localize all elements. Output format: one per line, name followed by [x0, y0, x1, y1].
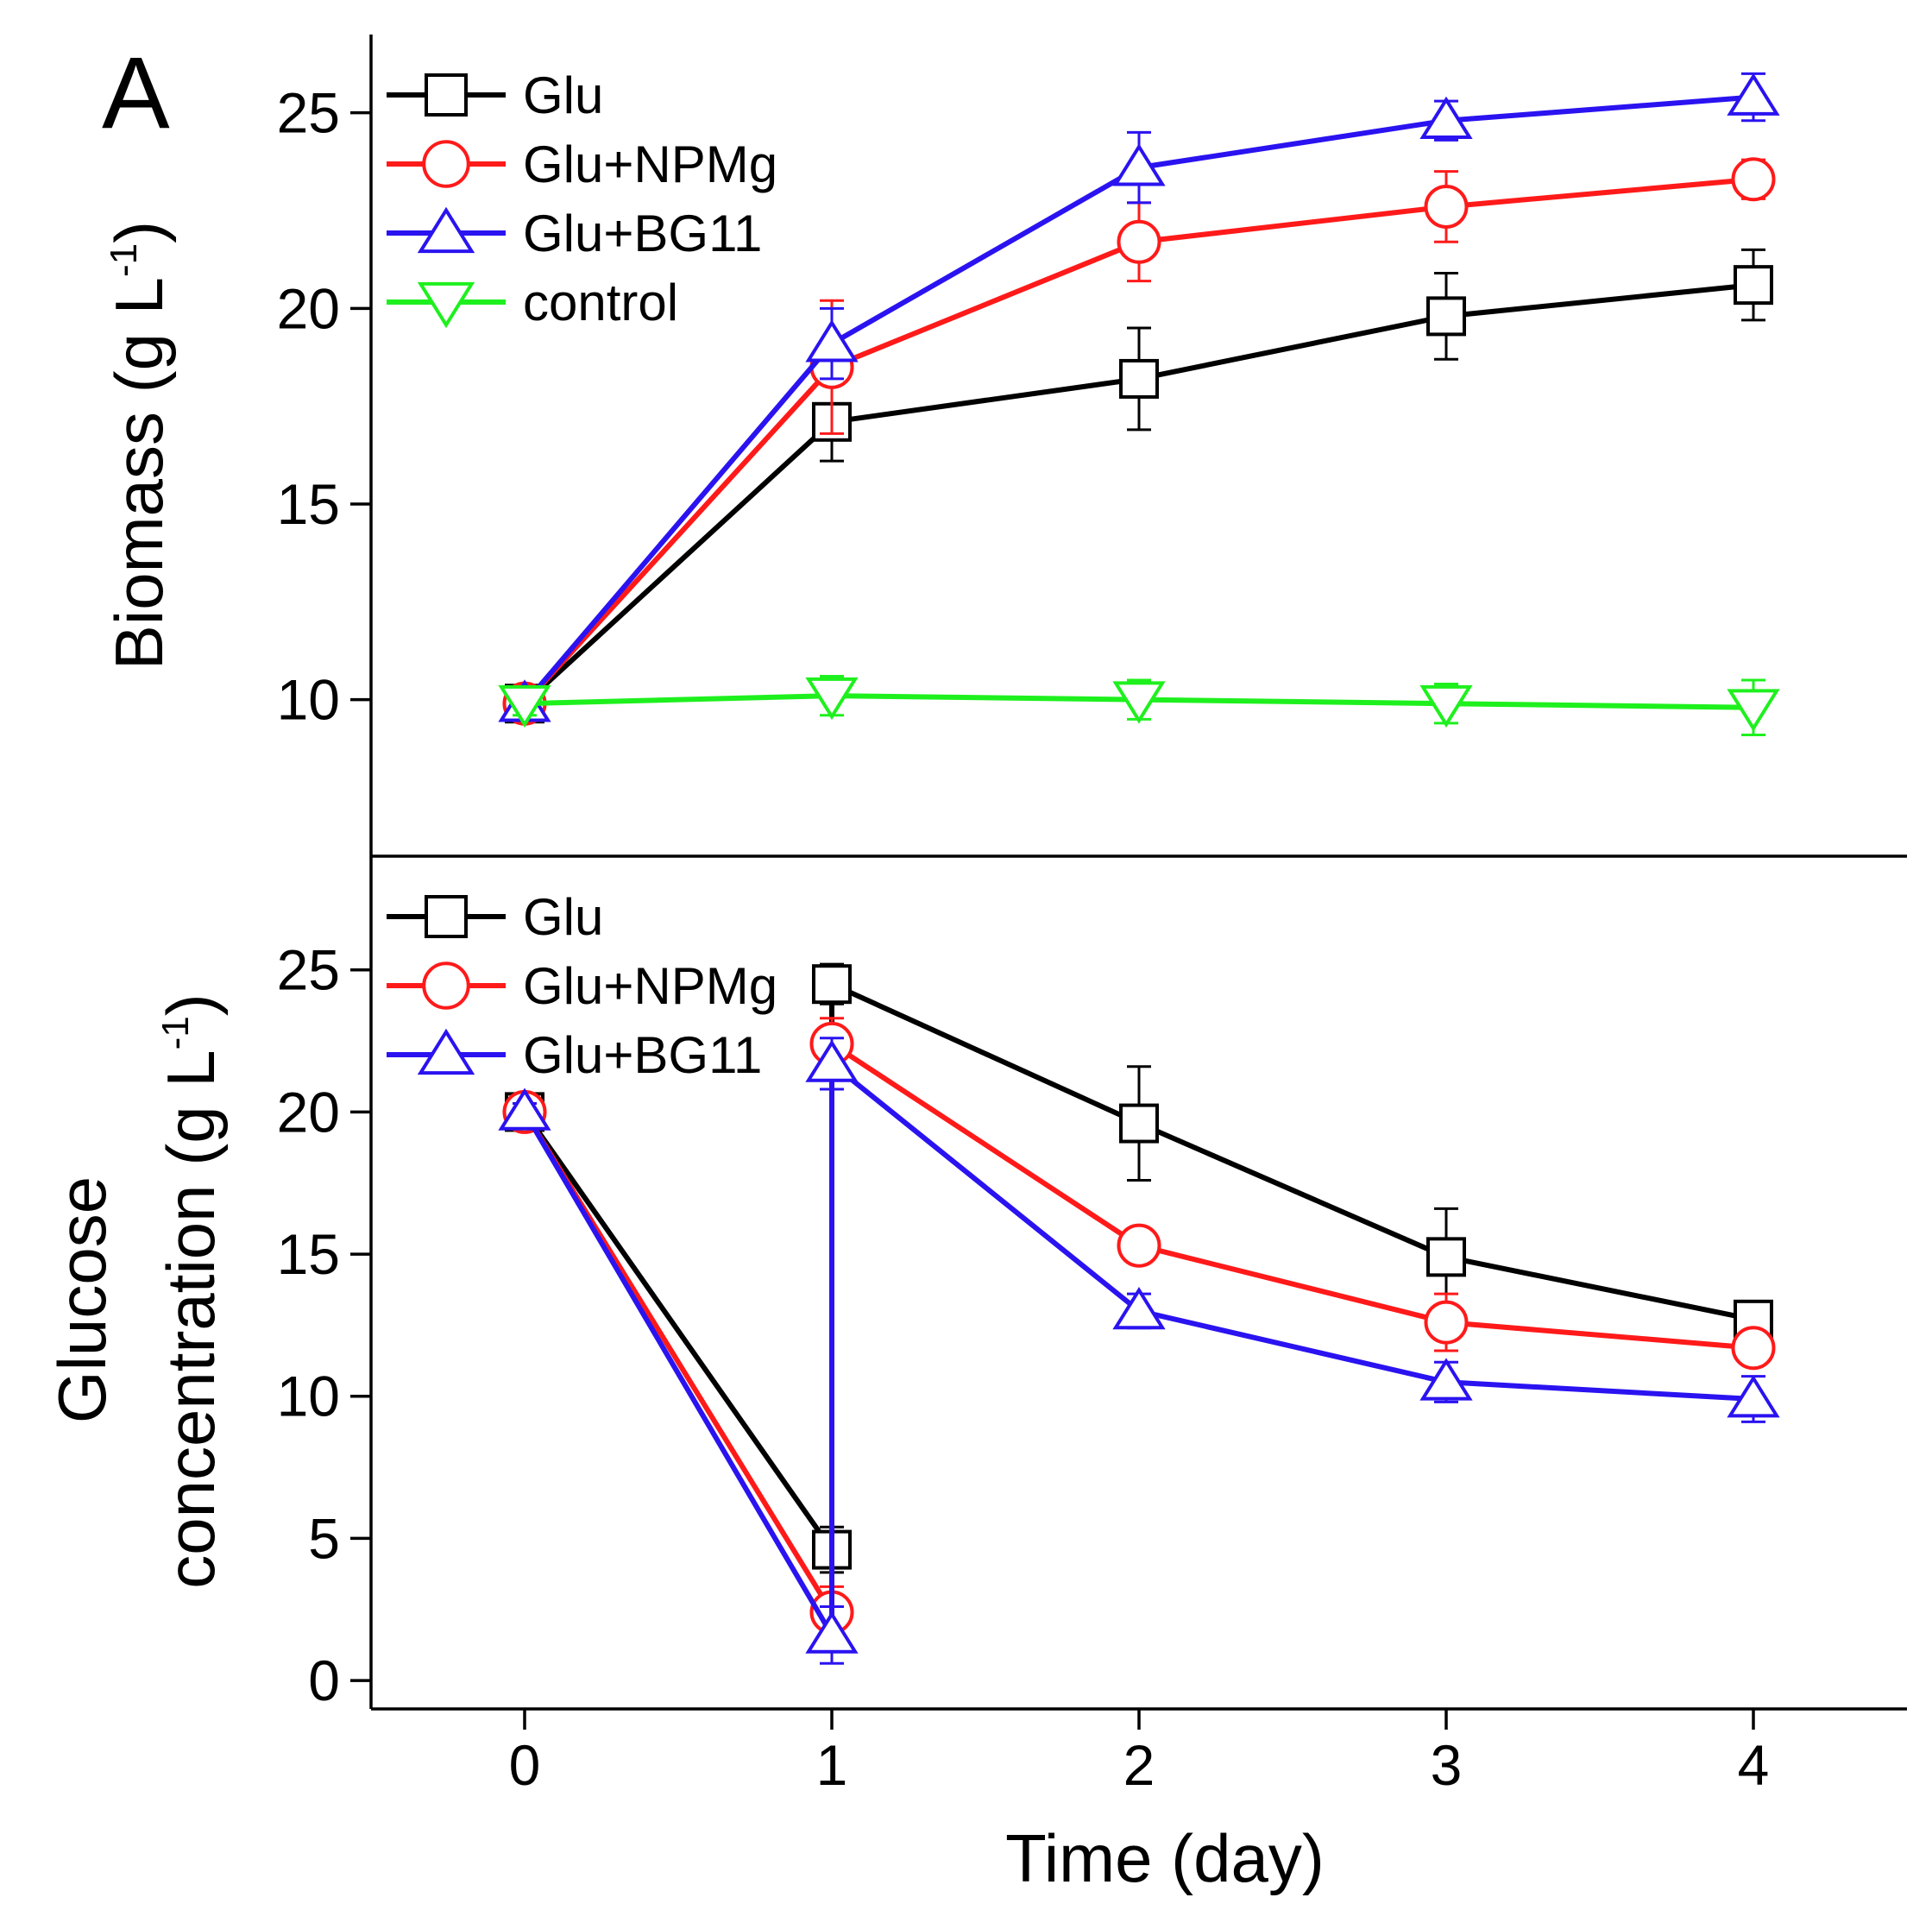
data-point-glu [812, 964, 852, 1005]
y-tick-label: 25 [277, 81, 340, 145]
legend-marker-glu_npmg [422, 961, 470, 1010]
legend-marker-glu [425, 895, 468, 938]
x-tick-label: 1 [816, 1733, 848, 1797]
data-point-glu_npmg [1117, 1223, 1161, 1268]
y-tick-label: 15 [277, 472, 340, 536]
y-tick-label: 20 [277, 1080, 340, 1144]
series-glu_bg11 [498, 72, 1780, 722]
y-axis-title-main: concentration (g L [153, 1050, 229, 1588]
y-axis-title-main: Biomass (g L [101, 277, 177, 670]
y-tick-label: 20 [277, 276, 340, 340]
y-axis-title-line1: Glucose [44, 1176, 120, 1423]
data-point-glu_bg11 [498, 1087, 551, 1131]
legend-marker-glu_bg11 [417, 206, 475, 254]
series-glu [505, 248, 1773, 724]
data-point-glu_bg11 [1727, 1375, 1780, 1418]
y-axis-title-end: ) [101, 221, 177, 243]
legend-label-glu_bg11: Glu+BG11 [523, 1026, 762, 1084]
data-point-glu_bg11 [805, 319, 859, 362]
legend: Glu Glu+NPMg Glu+BG11 [387, 888, 777, 1084]
data-point-glu_npmg [1731, 1326, 1776, 1371]
data-point-glu [1119, 358, 1159, 399]
x-tick-label: 4 [1738, 1733, 1770, 1797]
legend: Glu Glu+NPMg Glu+BG11 control [387, 66, 777, 331]
y-tick-label: 25 [277, 938, 340, 1002]
panel-letter: A [102, 36, 170, 150]
glucose-panel: 0 5 10 15 20 25 0 1 2 3 4 Glucose concentration (g L… [44, 888, 1780, 1797]
x-axis-title: Time (day) [1005, 1820, 1325, 1896]
data-point-glu_bg11 [1112, 1286, 1166, 1330]
x-tick-label: 2 [1123, 1733, 1155, 1797]
data-point-glu_bg11 [805, 1039, 859, 1082]
y-tick-label: 5 [308, 1506, 340, 1570]
y-tick-label: 10 [277, 668, 340, 732]
legend-marker-control [417, 281, 475, 329]
legend-marker-glu_npmg [422, 140, 470, 188]
legend-label-control: control [523, 274, 678, 331]
x-tick-label: 3 [1431, 1733, 1463, 1797]
legend-label-glu: Glu [523, 888, 603, 946]
data-point-glu_bg11 [1727, 72, 1780, 116]
data-point-glu_npmg [1117, 219, 1161, 264]
y-axis-title: concentration (g L-1) [153, 993, 229, 1589]
data-point-glu_bg11 [1419, 96, 1473, 140]
series-line-glu_bg11 [522, 1061, 1754, 1638]
legend-label-glu_npmg: Glu+NPMg [523, 136, 777, 193]
data-point-glu [1426, 1237, 1466, 1277]
legend-marker-glu_bg11 [417, 1028, 475, 1075]
data-point-glu_bg11 [1419, 1358, 1473, 1401]
data-point-glu_npmg [1731, 157, 1776, 202]
data-point-glu_npmg [1424, 184, 1469, 229]
y-axis-title-sup: -1 [154, 1016, 197, 1050]
data-point-glu [1426, 296, 1466, 337]
y-axis-title-sup: -1 [103, 243, 145, 277]
data-point-control [805, 677, 859, 721]
biomass-panel: 10 15 20 25 Biomass (g L-1) Glu Glu+NPMg Glu+BG… [101, 66, 1780, 736]
data-point-glu [1734, 265, 1773, 306]
series-glu_bg11 [498, 1037, 1780, 1665]
data-point-glu [1119, 1103, 1159, 1144]
data-point-glu_npmg [1424, 1300, 1469, 1345]
y-axis-title: Biomass (g L-1) [101, 221, 177, 670]
legend-marker-glu [425, 73, 468, 117]
legend-label-glu_npmg: Glu+NPMg [523, 957, 777, 1015]
x-tick-label: 0 [509, 1733, 541, 1797]
axes-frame [369, 35, 1907, 1711]
series-line-glu [522, 981, 1754, 1553]
series-control [498, 674, 1780, 736]
data-point-control [1112, 681, 1166, 724]
data-point-glu_bg11 [1112, 143, 1166, 186]
data-point-control [1419, 684, 1473, 728]
data-point-control [498, 684, 551, 728]
y-tick-label: 15 [277, 1222, 340, 1286]
legend-label-glu_bg11: Glu+BG11 [523, 205, 762, 262]
legend-label-glu: Glu [523, 66, 603, 124]
data-point-control [1727, 689, 1780, 732]
data-point-glu_bg11 [805, 1611, 859, 1654]
series-line-glu_npmg [522, 1041, 1754, 1616]
y-tick-label: 0 [308, 1648, 340, 1712]
y-axis-title-end: ) [153, 993, 229, 1016]
y-tick-label: 10 [277, 1365, 340, 1428]
